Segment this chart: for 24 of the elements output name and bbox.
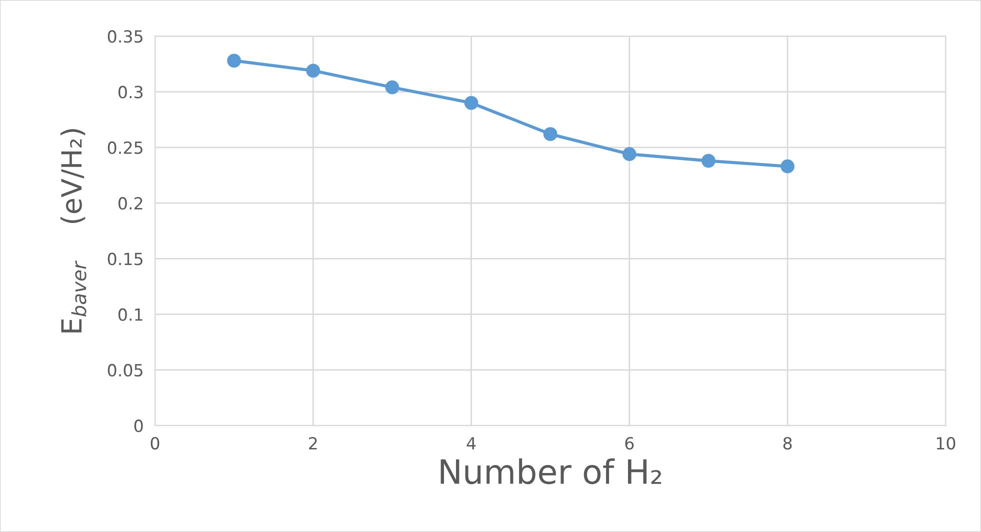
x-axis-title: Number of H₂	[440, 458, 662, 484]
x-tick-label: 6	[625, 437, 634, 450]
y-tick-label: 0.25	[108, 141, 142, 154]
y-tick-label: 0.35	[108, 30, 142, 43]
text: E$_{baver}$ (eV/H₂)	[60, 129, 86, 332]
point	[306, 64, 320, 78]
x-tick-label: 8	[783, 437, 792, 450]
point	[227, 54, 242, 68]
y-tick-label: 0.1	[118, 308, 142, 321]
x-tick-label: 4	[466, 437, 476, 450]
point	[385, 80, 400, 94]
x-tick-label: 0	[150, 437, 160, 450]
y-tick-label: 0.15	[108, 252, 142, 266]
y-tick-label: 0.05	[108, 364, 142, 377]
y-tick-label: 0.3	[118, 86, 143, 98]
y-tick-label: 0	[134, 420, 143, 432]
point	[702, 154, 716, 168]
y-tick-label: 0.2	[118, 197, 142, 210]
point	[780, 159, 794, 174]
x-tick-label: 2	[309, 437, 317, 450]
x-tick-label: 10	[936, 437, 956, 450]
point	[543, 127, 558, 142]
point	[464, 96, 478, 110]
point	[622, 147, 636, 162]
